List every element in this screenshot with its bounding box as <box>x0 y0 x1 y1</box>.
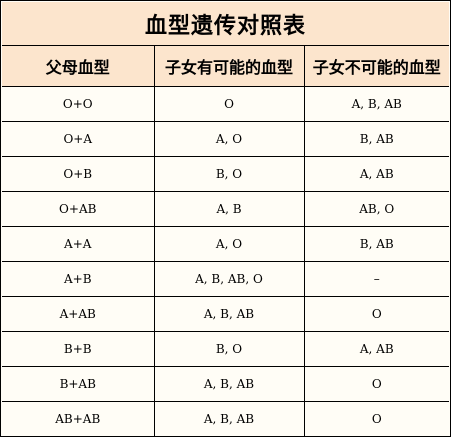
impossible-cell: A, B, AB <box>303 86 449 122</box>
impossible-cell: B, AB <box>303 226 449 262</box>
possible-cell: A, B, AB <box>153 366 305 402</box>
table-row: A+A A, O B, AB <box>2 226 449 262</box>
possible-cell: B, O <box>153 156 305 192</box>
table-row: B+B B, O A, AB <box>2 331 449 367</box>
possible-cell: A, B, AB <box>153 401 305 436</box>
impossible-cell: O <box>303 296 449 332</box>
table-row: AB+AB A, B, AB O <box>2 401 449 436</box>
possible-cell: A, O <box>153 226 305 262</box>
possible-cell: A, B, AB <box>153 296 305 332</box>
parents-cell: O+A <box>2 121 155 157</box>
header-possible-child-types: 子女有可能的血型 <box>153 46 305 87</box>
impossible-cell: B, AB <box>303 121 449 157</box>
table-header-row: 父母血型 子女有可能的血型 子女不可能的血型 <box>2 46 449 87</box>
impossible-cell: – <box>303 261 449 297</box>
parents-cell: A+AB <box>2 296 155 332</box>
parents-cell: AB+AB <box>2 401 155 436</box>
parents-cell: B+B <box>2 331 155 367</box>
table-row: O+AB A, B AB, O <box>2 191 449 227</box>
possible-cell: A, B <box>153 191 305 227</box>
header-impossible-child-types: 子女不可能的血型 <box>303 46 449 87</box>
parents-cell: O+B <box>2 156 155 192</box>
table-row: B+AB A, B, AB O <box>2 366 449 402</box>
table-row: A+B A, B, AB, O – <box>2 261 449 297</box>
possible-cell: A, B, AB, O <box>153 261 305 297</box>
blood-type-table: 父母血型 子女有可能的血型 子女不可能的血型 O+O O A, B, AB O+… <box>2 46 449 436</box>
parents-cell: O+O <box>2 86 155 122</box>
impossible-cell: O <box>303 401 449 436</box>
impossible-cell: O <box>303 366 449 402</box>
possible-cell: A, O <box>153 121 305 157</box>
parents-cell: A+A <box>2 226 155 262</box>
impossible-cell: A, AB <box>303 156 449 192</box>
chart-title: 血型遗传对照表 <box>2 2 449 46</box>
table-row: O+A A, O B, AB <box>2 121 449 157</box>
table-row: O+O O A, B, AB <box>2 86 449 122</box>
table-row: O+B B, O A, AB <box>2 156 449 192</box>
parents-cell: O+AB <box>2 191 155 227</box>
impossible-cell: A, AB <box>303 331 449 367</box>
possible-cell: B, O <box>153 331 305 367</box>
parents-cell: A+B <box>2 261 155 297</box>
impossible-cell: AB, O <box>303 191 449 227</box>
header-parents-blood-type: 父母血型 <box>2 46 155 87</box>
possible-cell: O <box>153 86 305 122</box>
parents-cell: B+AB <box>2 366 155 402</box>
table-row: A+AB A, B, AB O <box>2 296 449 332</box>
